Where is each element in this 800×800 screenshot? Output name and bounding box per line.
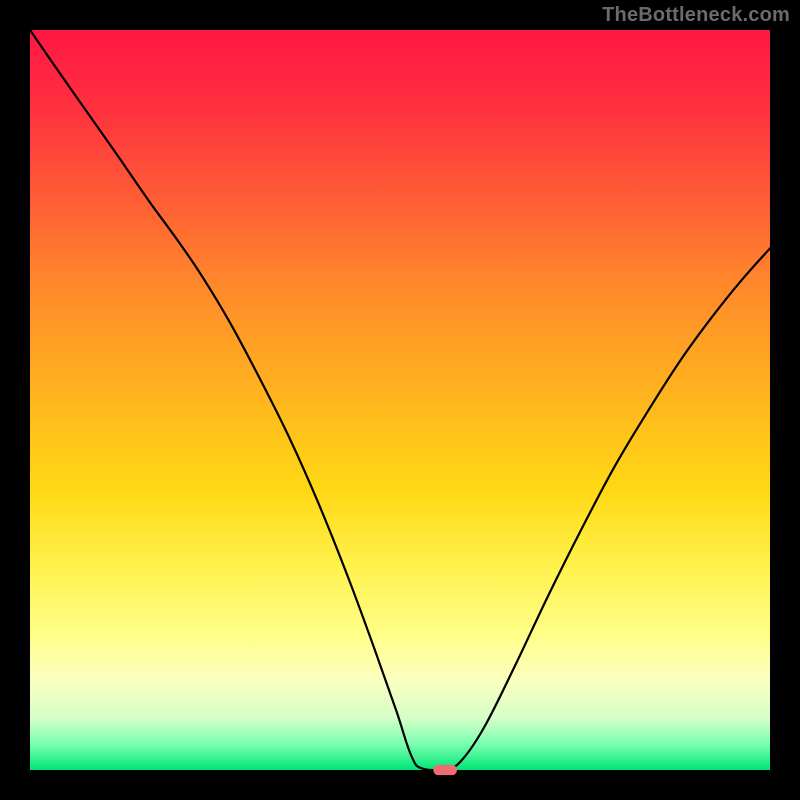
optimal-marker xyxy=(433,765,457,775)
chart-background xyxy=(30,30,770,770)
bottleneck-chart: TheBottleneck.com xyxy=(0,0,800,800)
watermark-label: TheBottleneck.com xyxy=(602,4,790,27)
chart-canvas xyxy=(0,0,800,800)
